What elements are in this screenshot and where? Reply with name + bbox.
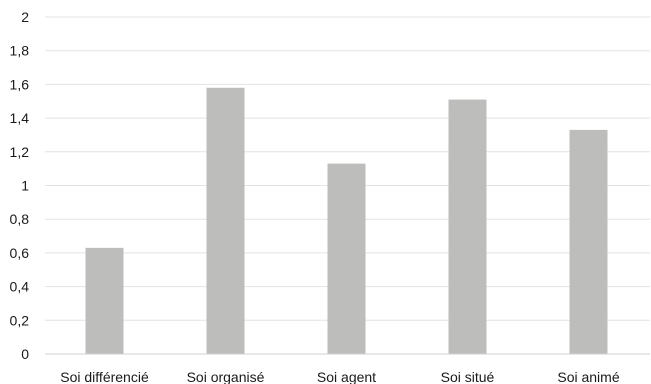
y-tick-label: 0,2 — [10, 312, 30, 328]
x-category-label: Soi différencié — [60, 369, 149, 384]
y-tick-label: 1 — [21, 178, 29, 194]
y-tick-label: 0 — [21, 346, 29, 362]
y-tick-label: 0,4 — [10, 279, 30, 295]
x-category-label: Soi situé — [441, 369, 495, 384]
y-axis-tick-labels: 0 0,2 0,4 0,6 0,8 1 1,2 1,4 1,6 1,8 2 — [10, 9, 30, 362]
x-category-label: Soi animé — [557, 369, 619, 384]
bar — [206, 87, 245, 355]
y-tick-label: 0,8 — [10, 211, 30, 227]
y-tick-label: 1,8 — [10, 43, 30, 59]
x-category-label: Soi organisé — [187, 369, 265, 384]
x-axis-category-labels: Soi différencié Soi organisé Soi agent Soi … — [60, 369, 620, 384]
bar — [327, 163, 366, 354]
x-category-label: Soi agent — [317, 369, 376, 384]
bar — [85, 247, 124, 354]
y-tick-label: 0,6 — [10, 245, 30, 261]
bar — [448, 99, 487, 354]
bars — [85, 87, 608, 355]
y-tick-label: 2 — [21, 9, 29, 25]
y-tick-label: 1,4 — [10, 110, 30, 126]
bar — [569, 129, 608, 354]
y-tick-label: 1,6 — [10, 76, 30, 92]
y-tick-label: 1,2 — [10, 144, 30, 160]
